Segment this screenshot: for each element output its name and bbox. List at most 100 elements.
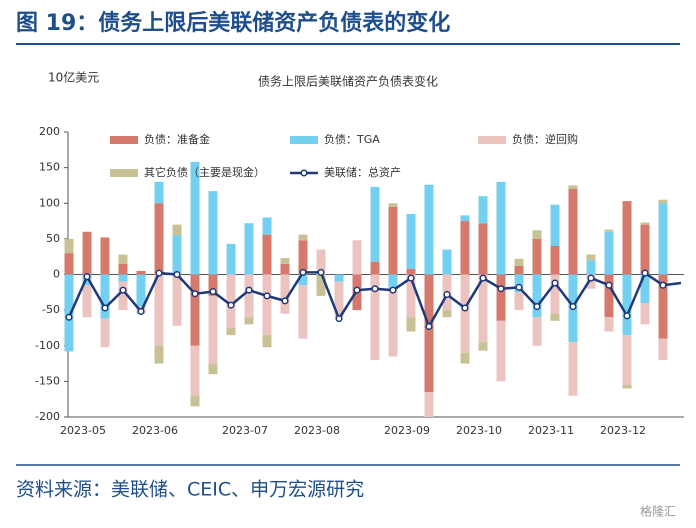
bar-segment <box>244 223 254 275</box>
bar-segment <box>496 320 506 382</box>
bar-segment <box>244 317 254 325</box>
bar-segment <box>118 263 128 275</box>
line-marker <box>317 268 325 276</box>
bar-segment <box>388 288 398 357</box>
bar-segment <box>100 274 110 319</box>
bar-segment <box>316 249 326 275</box>
y-tick-label: 0 <box>53 268 60 281</box>
bar-segment <box>316 274 326 296</box>
legend-swatch <box>110 136 138 144</box>
bar-segment <box>496 181 506 275</box>
bar-segment <box>658 338 668 360</box>
bar-segment <box>82 285 92 318</box>
line-marker <box>119 286 127 294</box>
bar-segment <box>478 274 488 343</box>
bar-segment <box>622 274 632 336</box>
bar-segment <box>622 335 632 385</box>
bar-segment <box>388 206 398 275</box>
bar-segment <box>550 274 560 314</box>
bar-segment <box>136 270 146 275</box>
line-marker <box>299 268 307 276</box>
bar-segment <box>118 274 128 282</box>
bar-segment <box>406 317 416 332</box>
y-tick-label: -100 <box>35 339 60 352</box>
bar-segment <box>550 313 560 321</box>
bar-segment <box>514 292 524 311</box>
bar-segment <box>82 231 92 275</box>
bar-segment <box>298 274 308 286</box>
line-marker <box>281 297 289 305</box>
line-marker <box>641 269 649 277</box>
bar-segment <box>280 274 290 314</box>
bar-segment <box>118 281 128 311</box>
bar-segment <box>244 274 254 318</box>
bar-segment <box>280 263 290 275</box>
line-marker <box>353 286 361 294</box>
bar-segment <box>154 274 164 346</box>
bar-segment <box>334 281 344 318</box>
bar-segment <box>658 199 668 204</box>
bar-segment <box>406 268 416 275</box>
bar-segment <box>334 274 344 282</box>
bar-segment <box>370 186 380 262</box>
bar-segment <box>568 342 578 396</box>
line-marker <box>479 274 487 282</box>
line-marker <box>65 313 73 321</box>
legend-label: 负债：TGA <box>324 132 380 146</box>
y-tick-label: -50 <box>42 303 60 316</box>
bar-segment <box>478 196 488 224</box>
bar-segment <box>100 318 110 348</box>
line-marker <box>263 292 271 300</box>
watermark: 格隆汇 <box>640 504 676 519</box>
header-title: 图 19：债务上限后美联储资产负债表的变化 <box>16 10 450 36</box>
bar-segment <box>514 258 524 266</box>
x-tick-label: 2023-10 <box>456 424 502 437</box>
bar-segment <box>424 392 434 417</box>
bar-segment <box>532 230 542 239</box>
line-marker <box>461 304 469 312</box>
bar-segment <box>298 234 308 241</box>
bar-segment <box>640 274 650 303</box>
bar-segment <box>640 222 650 225</box>
bar-segment <box>496 274 506 321</box>
bar-segment <box>172 274 182 326</box>
bar-segment <box>406 213 416 269</box>
legend-swatch-marker <box>300 169 308 177</box>
bar-segment <box>352 240 362 275</box>
legend-label: 美联储：总资产 <box>324 165 401 179</box>
source-note: 资料来源：美联储、CEIC、申万宏源研究 <box>16 479 364 501</box>
bar-segment <box>406 274 416 318</box>
line-marker <box>407 274 415 282</box>
bar-segment <box>514 265 524 275</box>
legend-swatch <box>478 136 506 144</box>
bar-segment <box>208 191 218 275</box>
bar-segment <box>298 240 308 275</box>
bar-segment <box>388 274 398 289</box>
bar-segment <box>568 189 578 275</box>
bar-segment <box>262 335 272 348</box>
bar-segment <box>478 223 488 275</box>
line-marker <box>209 288 217 296</box>
bar-segment <box>532 274 542 318</box>
bar-segment <box>370 274 380 360</box>
bar-segment <box>424 184 434 275</box>
bar-segment <box>622 384 632 389</box>
line-marker <box>659 281 667 289</box>
x-tick-label: 2023-07 <box>222 424 268 437</box>
bar-segment <box>154 203 164 275</box>
bar-segment <box>658 203 668 275</box>
bar-segment <box>118 254 128 264</box>
x-tick-label: 2023-09 <box>384 424 430 437</box>
bar-segment <box>64 274 74 352</box>
line-marker <box>191 290 199 298</box>
legend-label: 负债：逆回购 <box>512 132 578 146</box>
bar-segment <box>658 274 668 339</box>
y-axis-label: 10亿美元 <box>48 70 99 85</box>
line-marker <box>155 269 163 277</box>
bar-segment <box>532 238 542 275</box>
bar-segment <box>154 345 164 364</box>
line-marker <box>245 286 253 294</box>
y-tick-label: 150 <box>39 161 60 174</box>
bar-segment <box>208 363 218 375</box>
bar-segment <box>226 243 236 275</box>
